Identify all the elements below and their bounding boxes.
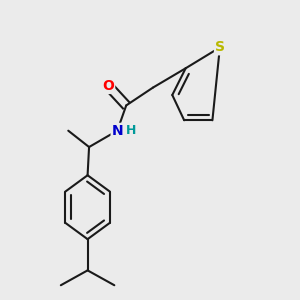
Text: N: N	[112, 124, 123, 138]
Text: O: O	[103, 79, 114, 93]
Text: S: S	[215, 40, 225, 55]
Text: H: H	[125, 124, 136, 137]
